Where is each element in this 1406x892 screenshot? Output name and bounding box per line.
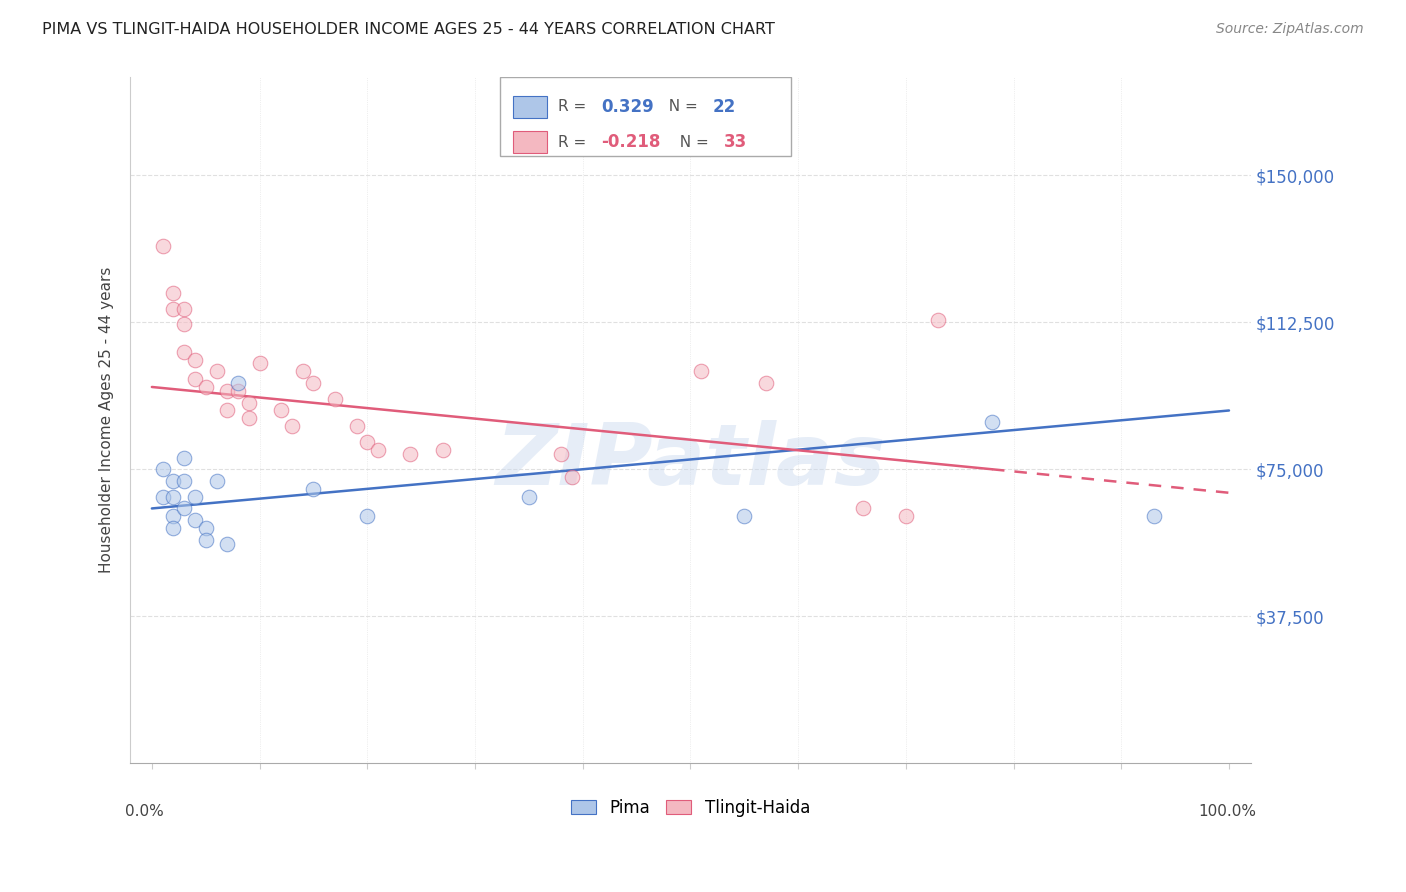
Point <box>173 318 195 332</box>
Point <box>291 364 314 378</box>
Point <box>173 501 195 516</box>
Text: R =: R = <box>558 99 592 114</box>
Point <box>690 364 713 378</box>
Point <box>755 376 778 390</box>
Point <box>173 301 195 316</box>
Text: Source: ZipAtlas.com: Source: ZipAtlas.com <box>1216 22 1364 37</box>
Point <box>217 384 239 398</box>
Point <box>184 490 207 504</box>
Point <box>281 419 304 434</box>
Point <box>346 419 368 434</box>
Point <box>152 490 174 504</box>
Text: ZIPatlas: ZIPatlas <box>495 420 886 503</box>
Point <box>238 411 260 425</box>
Text: 0.329: 0.329 <box>600 97 654 116</box>
Point <box>194 521 217 535</box>
Point <box>152 462 174 476</box>
Text: PIMA VS TLINGIT-HAIDA HOUSEHOLDER INCOME AGES 25 - 44 YEARS CORRELATION CHART: PIMA VS TLINGIT-HAIDA HOUSEHOLDER INCOME… <box>42 22 775 37</box>
Point <box>238 395 260 409</box>
Point <box>173 450 195 465</box>
Point <box>162 490 184 504</box>
Point <box>217 537 239 551</box>
Text: 0.0%: 0.0% <box>125 805 163 819</box>
Point <box>356 509 378 524</box>
Point <box>152 239 174 253</box>
Point <box>162 285 184 300</box>
Point <box>226 376 249 390</box>
Point <box>894 509 917 524</box>
Point <box>217 403 239 417</box>
Point <box>205 474 228 488</box>
Legend: Pima, Tlingit-Haida: Pima, Tlingit-Haida <box>564 792 817 823</box>
Text: -0.218: -0.218 <box>600 133 661 151</box>
Text: 100.0%: 100.0% <box>1198 805 1256 819</box>
Point <box>927 313 949 327</box>
Point <box>249 356 271 370</box>
Point <box>226 384 249 398</box>
Point <box>517 490 540 504</box>
Point <box>194 533 217 547</box>
Y-axis label: Householder Income Ages 25 - 44 years: Householder Income Ages 25 - 44 years <box>100 267 114 574</box>
Point <box>302 482 325 496</box>
Point <box>162 474 184 488</box>
Point <box>323 392 346 406</box>
Point <box>981 415 1004 429</box>
Point <box>852 501 875 516</box>
Point <box>1142 509 1164 524</box>
Point <box>184 372 207 386</box>
Point <box>184 513 207 527</box>
Point <box>194 380 217 394</box>
FancyBboxPatch shape <box>501 78 792 156</box>
Point <box>162 509 184 524</box>
Point <box>733 509 755 524</box>
Point <box>550 447 572 461</box>
Point <box>302 376 325 390</box>
Point <box>162 521 184 535</box>
Text: 22: 22 <box>713 97 737 116</box>
Text: R =: R = <box>558 135 592 150</box>
Point <box>270 403 292 417</box>
Point <box>162 301 184 316</box>
Point <box>561 470 583 484</box>
Text: 33: 33 <box>724 133 747 151</box>
Text: N =: N = <box>671 135 714 150</box>
Bar <box>513 131 547 153</box>
Text: N =: N = <box>659 99 703 114</box>
Point <box>173 474 195 488</box>
Point <box>399 447 422 461</box>
Point <box>173 344 195 359</box>
Point <box>205 364 228 378</box>
Bar <box>513 95 547 118</box>
Point <box>356 434 378 449</box>
Point <box>184 352 207 367</box>
Point <box>367 442 389 457</box>
Point <box>432 442 454 457</box>
